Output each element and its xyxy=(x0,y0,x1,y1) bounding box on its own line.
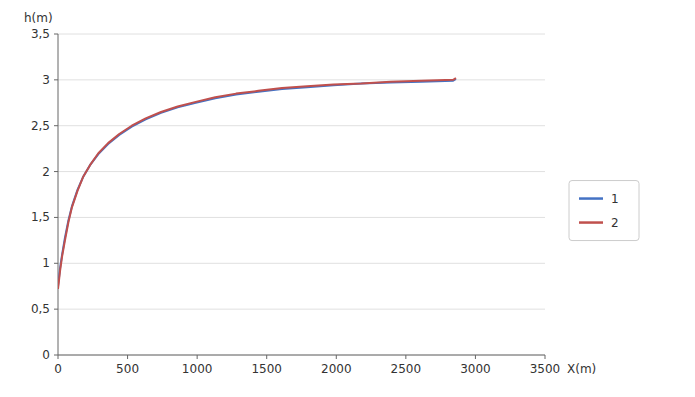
grid-line xyxy=(58,217,545,218)
series-line xyxy=(58,79,456,286)
legend-swatch xyxy=(579,221,603,224)
x-tick xyxy=(405,355,406,359)
x-tick xyxy=(545,355,546,359)
series-line xyxy=(58,78,456,289)
grid-line xyxy=(58,34,545,35)
y-axis-label: h(m) xyxy=(24,11,53,25)
x-tick xyxy=(58,355,59,359)
y-tick-label: 2 xyxy=(42,165,50,179)
legend-swatch xyxy=(579,197,603,200)
y-tick-label: 1,5 xyxy=(31,210,50,224)
grid-line xyxy=(58,79,545,80)
x-tick-label: 2500 xyxy=(391,362,422,376)
y-tick xyxy=(54,34,58,35)
x-tick xyxy=(266,355,267,359)
y-tick xyxy=(54,355,58,356)
y-tick xyxy=(54,217,58,218)
y-tick-label: 1 xyxy=(42,256,50,270)
legend-box xyxy=(569,181,639,241)
y-axis: 0 0,5 1 1,5 2 2,5 3 3,5 xyxy=(31,27,58,362)
grid-line xyxy=(58,263,545,264)
legend: 12 xyxy=(569,181,639,241)
x-tick-label: 3500 xyxy=(530,362,561,376)
x-tick xyxy=(127,355,128,359)
x-tick-label: 3000 xyxy=(460,362,491,376)
legend-label: 1 xyxy=(611,192,619,206)
x-tick-label: 1500 xyxy=(251,362,282,376)
x-tick xyxy=(475,355,476,359)
y-tick-label: 3 xyxy=(42,73,50,87)
y-tick xyxy=(54,171,58,172)
x-axis: 0 500 1000 1500 2000 2500 3000 3500 xyxy=(54,355,560,376)
y-axis-line xyxy=(58,34,59,355)
grid-line xyxy=(58,309,545,310)
legend-label: 2 xyxy=(611,216,619,230)
x-tick-label: 2000 xyxy=(321,362,352,376)
y-tick-label: 0,5 xyxy=(31,302,50,316)
x-tick-label: 0 xyxy=(54,362,62,376)
x-axis-label: X(m) xyxy=(567,362,596,376)
y-tick xyxy=(54,263,58,264)
y-tick-label: 0 xyxy=(42,348,50,362)
plot-area xyxy=(58,78,456,289)
x-tick-label: 1000 xyxy=(182,362,213,376)
grid-line xyxy=(58,171,545,172)
x-axis-line xyxy=(58,355,545,356)
grid xyxy=(58,34,545,355)
y-tick-label: 3,5 xyxy=(31,27,50,41)
y-tick-label: 2,5 xyxy=(31,119,50,133)
y-tick xyxy=(54,125,58,126)
grid-line xyxy=(58,355,545,356)
x-tick-label: 500 xyxy=(116,362,139,376)
y-tick xyxy=(54,309,58,310)
x-tick xyxy=(336,355,337,359)
chart: 0 0,5 1 1,5 2 2,5 3 3,5 0 500 1000 1500 2000 2500 3000… xyxy=(0,0,695,397)
x-tick xyxy=(197,355,198,359)
y-tick xyxy=(54,79,58,80)
